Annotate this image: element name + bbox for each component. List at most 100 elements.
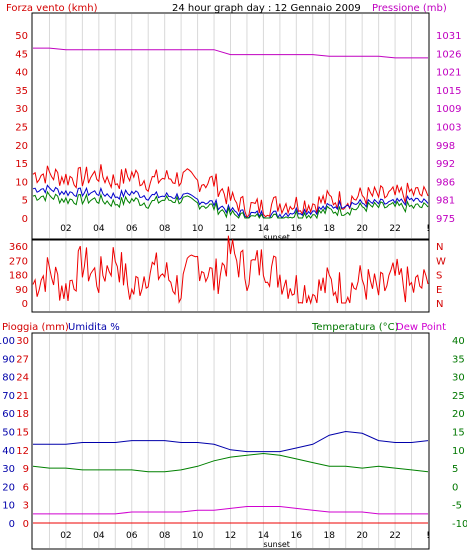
wind-average-line: [32, 190, 429, 220]
humidity-y-tick-label: 50: [2, 428, 15, 439]
wind-x-tick-label: 10: [192, 224, 204, 234]
pressure-y-tick-label: 998: [436, 141, 455, 152]
temperature-y-tick-label: 15: [452, 428, 465, 439]
pressure-y-tick-label: 1015: [436, 86, 461, 97]
wind-x-tick-label: 22: [389, 224, 400, 234]
wind-x-tick-label: 14: [258, 224, 270, 234]
wind-x-tick-label: 04: [93, 224, 105, 234]
pressure-y-tick-label: 1021: [436, 68, 461, 79]
wind-panel-frame: [31, 12, 430, 240]
direction-compass-label: W: [436, 256, 446, 267]
temperature-y-tick-label: 25: [452, 391, 465, 402]
direction-y-tick-label: 180: [9, 271, 28, 282]
pressure-y-tick-label: 1031: [436, 31, 461, 42]
pressure-y-tick-label: 1026: [436, 49, 461, 60]
pressure-y-tick-label: 1009: [436, 104, 461, 115]
temperature-y-tick-label: -5: [452, 501, 462, 512]
temp-x-tick-label: 08: [159, 531, 171, 541]
direction-compass-label: N: [436, 242, 443, 253]
direction-compass-label: N: [436, 299, 443, 310]
wind-title: Forza vento (kmh): [6, 3, 98, 14]
wind-y-tick-label: 45: [15, 49, 28, 60]
pressure-y-tick-label: 986: [436, 177, 455, 188]
temp-x-tick-label: 16: [291, 531, 303, 541]
temperature-y-tick-label: 0: [452, 482, 458, 493]
direction-y-tick-label: 270: [9, 256, 28, 267]
wind-x-tick-label: 08: [159, 224, 171, 234]
wind-y-tick-label: 15: [15, 159, 28, 170]
generated-marks: 02 04 06 08 10 12 14 16 18 20 22 !02 04 06 08 10 12 14 16 1…: [0, 14, 467, 549]
temp-x-tick-label: 14: [258, 531, 270, 541]
temperature-label: Temperatura (°C): [311, 322, 399, 333]
humidity-line: [33, 430, 429, 453]
temperature-y-tick-label: 35: [452, 354, 465, 365]
temp-x-tick-label: !: [426, 531, 430, 541]
wind-y-tick-label: 35: [15, 86, 28, 97]
temp-x-tick-label: 04: [93, 531, 105, 541]
rain-y-tick-label: 12: [16, 446, 29, 457]
wind-x-tick-label: 16: [291, 224, 303, 234]
temperature-line: [32, 452, 429, 473]
humidity-y-tick-label: 30: [2, 464, 15, 475]
wind-x-tick-label: 06: [126, 224, 138, 234]
pressure-y-tick-label: 1003: [436, 123, 461, 134]
temp-x-tick-label: 20: [356, 531, 368, 541]
humidity-y-tick-label: 100: [0, 336, 15, 347]
wind-y-tick-label: 10: [15, 177, 28, 188]
rain-y-tick-label: 6: [23, 482, 29, 493]
direction-y-tick-label: 90: [15, 285, 28, 296]
wind-y-tick-label: 40: [15, 68, 28, 79]
wind-x-tick-label: 12: [225, 224, 236, 234]
wind-x-tick-label: 18: [324, 224, 336, 234]
temp-x-tick-label: 18: [324, 531, 336, 541]
humidity-y-tick-label: 60: [2, 409, 15, 420]
rain-y-tick-label: 30: [16, 336, 29, 347]
direction-compass-label: E: [436, 285, 442, 296]
temperature-y-tick-label: 30: [452, 373, 465, 384]
wind-x-tick-label: !: [426, 224, 430, 234]
humidity-y-tick-label: 10: [2, 501, 15, 512]
humidity-y-tick-label: 80: [2, 373, 15, 384]
pressure-title: Pressione (mb): [372, 3, 447, 14]
pressure-y-tick-label: 975: [436, 214, 455, 225]
dewpoint-label: Dew Point: [396, 322, 446, 333]
rain-y-tick-label: 27: [16, 354, 29, 365]
humidity-y-tick-label: 0: [9, 519, 15, 530]
humidity-label: Umidita %: [68, 322, 120, 333]
pressure-y-tick-label: 981: [436, 196, 455, 207]
rain-y-tick-label: 9: [23, 464, 29, 475]
direction-compass-label: S: [436, 271, 442, 282]
graph-title: 24 hour graph day : 12 Gennaio 2009: [172, 3, 361, 14]
direction-line: [32, 235, 429, 305]
rain-y-tick-label: 21: [16, 391, 29, 402]
temperature-y-tick-label: 5: [452, 464, 458, 475]
wind-speed-line: [32, 164, 429, 219]
rain-y-tick-label: 15: [16, 428, 29, 439]
humidity-y-tick-label: 70: [2, 391, 15, 402]
pressure-y-tick-label: 992: [436, 159, 455, 170]
wind-y-tick-label: 20: [15, 141, 28, 152]
rain-y-tick-label: 18: [16, 409, 29, 420]
wind-x-tick-label: 02: [60, 224, 71, 234]
humidity-y-tick-label: 40: [2, 446, 15, 457]
rain-y-tick-label: 0: [23, 519, 29, 530]
humidity-y-tick-label: 90: [2, 354, 15, 365]
humidity-y-tick-label: 20: [2, 482, 15, 493]
direction-y-tick-label: 360: [9, 242, 28, 253]
dewpoint-line: [33, 506, 428, 515]
temperature-y-tick-label: 40: [452, 336, 465, 347]
temp-x-tick-label: 12: [225, 531, 236, 541]
temp-x-tick-label: 10: [192, 531, 204, 541]
wind-y-tick-label: 30: [15, 104, 28, 115]
wind-y-tick-label: 5: [22, 196, 28, 207]
wind-y-tick-label: 25: [15, 123, 28, 134]
wind-x-tick-label: 20: [356, 224, 368, 234]
temp-x-tick-label: 02: [60, 531, 71, 541]
wind-sunset-label: sunset: [263, 233, 290, 242]
wind-y-tick-label: 50: [15, 31, 28, 42]
rain-y-tick-label: 3: [23, 501, 29, 512]
temp-sunset-label: sunset: [263, 540, 290, 549]
rain-label: Pioggia (mm): [2, 322, 69, 333]
